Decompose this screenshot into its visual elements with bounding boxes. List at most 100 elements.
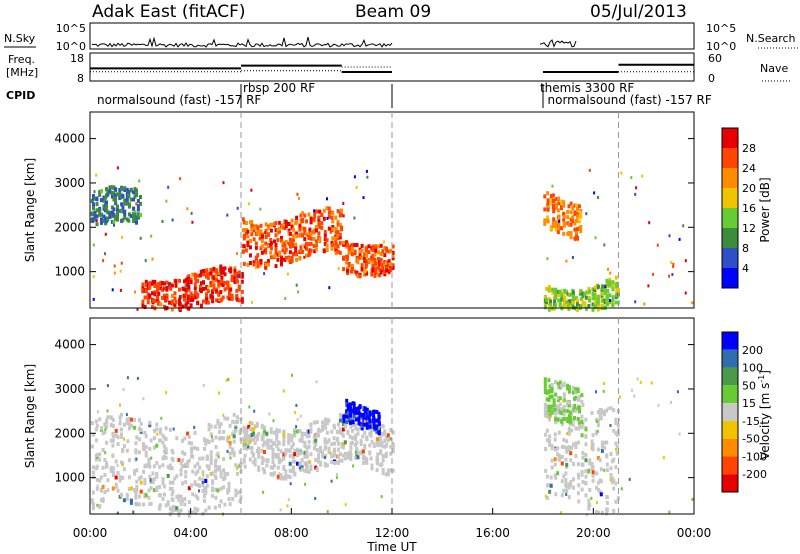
x-tick-label: 00:00: [73, 526, 108, 540]
velocity-ylabel: Slant Range [km]: [23, 364, 37, 468]
heatmap-cell: [205, 300, 209, 305]
heatmap-cell: [352, 407, 356, 412]
x-tick-label: 20:00: [576, 526, 611, 540]
heatmap-cell: [375, 421, 379, 426]
heatmap-cell: [552, 217, 556, 222]
heatmap-cell: [569, 292, 573, 297]
heatmap-cell: [233, 268, 237, 273]
heatmap-cell: [386, 468, 390, 473]
heatmap-cell: [554, 293, 558, 298]
heatmap-cell: [125, 198, 129, 203]
heatmap-cell: [143, 295, 147, 300]
heatmap-cell: [384, 443, 388, 448]
heatmap-cell: [135, 220, 138, 225]
heatmap-cell: [300, 439, 304, 443]
heatmap-cell: [209, 450, 213, 455]
heatmap-cell: [295, 231, 299, 236]
heatmap-cell: [639, 380, 642, 384]
heatmap-cell: [163, 293, 166, 298]
heatmap-cell: [228, 290, 232, 295]
heatmap-cell: [254, 425, 257, 429]
heatmap-cell: [607, 267, 609, 271]
heatmap-cell: [211, 295, 215, 300]
heatmap-cell: [560, 297, 564, 302]
heatmap-cell: [304, 482, 307, 486]
heatmap-cell: [331, 219, 335, 224]
cpid-change-markers: [240, 112, 619, 514]
heatmap-cell: [579, 214, 583, 219]
heatmap-cell: [369, 433, 373, 438]
heatmap-cell: [375, 418, 379, 423]
heatmap-cell: [575, 231, 578, 236]
heatmap-cell: [288, 237, 292, 242]
heatmap-cell: [351, 440, 354, 445]
heatmap-cell: [358, 249, 362, 254]
heatmap-cell: [132, 197, 136, 202]
heatmap-cell: [551, 193, 555, 198]
heatmap-cell: [99, 488, 103, 493]
heatmap-cell: [336, 230, 340, 235]
heatmap-cell: [323, 419, 327, 424]
heatmap-cell: [121, 448, 125, 453]
heatmap-cell: [578, 291, 582, 296]
heatmap-cell: [585, 306, 588, 311]
power-heatmap-cells: [90, 166, 694, 312]
heatmap-cell: [363, 419, 366, 423]
heatmap-cell: [212, 266, 216, 271]
heatmap-cell: [365, 422, 369, 427]
heatmap-cell: [595, 418, 598, 422]
heatmap-cell: [603, 440, 606, 445]
heatmap-cell: [288, 475, 292, 480]
heatmap-cell: [668, 510, 671, 514]
heatmap-cell: [309, 216, 313, 221]
heatmap-cell: [209, 267, 213, 272]
heatmap-cell: [326, 216, 329, 220]
heatmap-cell: [282, 433, 286, 438]
heatmap-cell: [545, 397, 549, 402]
heatmap-cell: [670, 261, 673, 264]
colorbar-swatch: [722, 438, 738, 457]
heatmap-cell: [340, 458, 344, 463]
heatmap-cell: [211, 290, 215, 295]
x-axis-label: Time UT: [366, 540, 417, 554]
heatmap-cell: [238, 429, 242, 434]
heatmap-cell: [171, 458, 175, 463]
heatmap-cell: [571, 404, 574, 408]
heatmap-cell: [209, 454, 213, 459]
heatmap-cell: [288, 449, 292, 453]
heatmap-cell: [239, 495, 243, 500]
heatmap-cell: [114, 433, 118, 438]
heatmap-cell: [290, 469, 294, 474]
heatmap-cell: [352, 409, 356, 414]
heatmap-cell: [242, 459, 246, 464]
heatmap-cell: [177, 494, 181, 499]
heatmap-cell: [120, 186, 124, 191]
heatmap-cell: [219, 474, 223, 479]
heatmap-cell: [346, 271, 350, 276]
heatmap-cell: [548, 439, 552, 443]
heatmap-cell: [314, 496, 317, 500]
heatmap-cell: [565, 259, 568, 263]
heatmap-cell: [374, 262, 378, 267]
heatmap-cell: [587, 506, 591, 511]
heatmap-cell: [349, 402, 352, 407]
heatmap-cell: [614, 275, 618, 280]
heatmap-cell: [144, 288, 148, 293]
heatmap-cell: [179, 502, 183, 507]
heatmap-cell: [118, 478, 122, 483]
heatmap-cell: [391, 244, 395, 249]
heatmap-cell: [248, 421, 252, 425]
heatmap-cell: [574, 454, 578, 459]
heatmap-cell: [205, 454, 209, 459]
heatmap-cell: [111, 473, 115, 478]
heatmap-cell: [346, 429, 350, 434]
heatmap-cell: [293, 448, 297, 453]
heatmap-cell: [296, 461, 299, 466]
heatmap-cell: [305, 434, 309, 439]
heatmap-cell: [191, 492, 195, 497]
heatmap-cell: [230, 274, 234, 279]
heatmap-cell: [230, 293, 234, 298]
heatmap-cell: [105, 440, 109, 445]
heatmap-cell: [187, 458, 191, 463]
